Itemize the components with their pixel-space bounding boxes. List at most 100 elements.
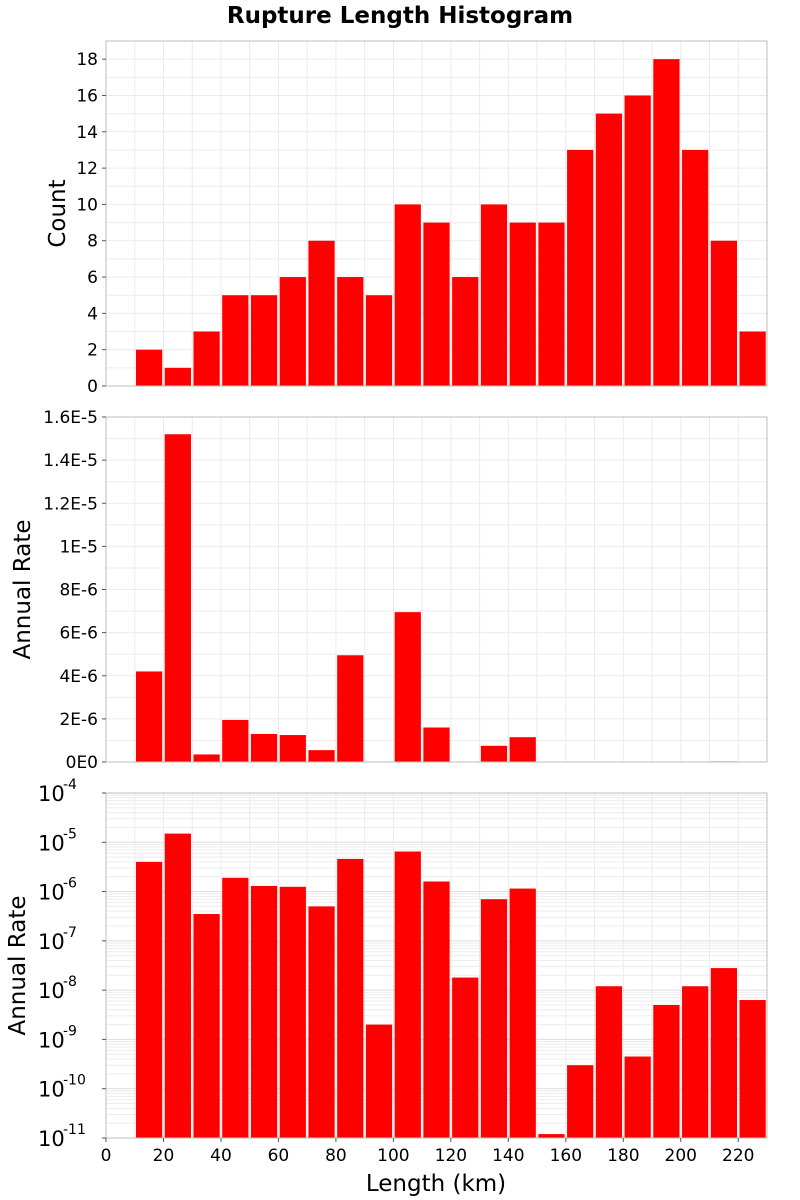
x-tick-label: 180 (607, 1146, 639, 1166)
y-tick-label: 18 (76, 50, 98, 70)
y-tick-label: 2 (87, 341, 98, 361)
histogram-bar (308, 240, 335, 386)
y-tick-base: 10 (38, 930, 65, 954)
y-tick-label: 1E-5 (59, 537, 98, 557)
histogram-bar (394, 204, 421, 386)
histogram-bar (653, 59, 680, 386)
histogram-bar (423, 222, 450, 386)
histogram-bar (222, 295, 249, 386)
y-tick-label: 16 (76, 86, 98, 106)
histogram-bar (164, 833, 191, 1138)
histogram-bar (279, 277, 306, 386)
chart-panels: 0 2 4 6 8 10 12 14 16 18 Count 0E0 2E-6 4E-6 6E-6 8E-6 1… (5, 40, 768, 1166)
y-tick-label: 10-11 (38, 1122, 86, 1151)
histogram-bar (250, 733, 278, 762)
y-tick-exponent: -7 (63, 925, 77, 941)
y-tick-label: 1.2E-5 (43, 494, 98, 514)
histogram-bar (653, 1004, 680, 1138)
y-tick-label: 8 (87, 232, 98, 252)
chart-panel-2: 0E0 2E-6 4E-6 6E-6 8E-6 1E-5 1.2E-5 1.4E-5 1.6E-… (10, 408, 768, 773)
y-tick-exponent: -8 (63, 974, 77, 990)
x-tick-label: 120 (435, 1146, 467, 1166)
y-tick-label: 0 (87, 377, 98, 397)
x-tick-label: 0 (101, 1146, 112, 1166)
plot-frame (105, 40, 768, 387)
y-tick-label: 10-7 (38, 925, 77, 954)
y-tick-base: 10 (38, 1127, 65, 1151)
chart-title: Rupture Length Histogram (227, 3, 573, 29)
histogram-bar (279, 886, 306, 1138)
histogram-bar (595, 113, 623, 386)
y-tick-label: 10 (76, 195, 98, 215)
x-tick-label: 40 (210, 1146, 232, 1166)
histogram-bar (682, 149, 709, 386)
histogram-bar (222, 719, 249, 762)
y-axis-label: Count (45, 179, 71, 247)
histogram-bar (682, 986, 709, 1138)
histogram-bar (164, 367, 191, 386)
y-tick-label: 10-5 (38, 826, 77, 855)
y-tick-label: 10-8 (38, 974, 77, 1003)
histogram-bar (480, 899, 508, 1138)
x-tick-label: 220 (722, 1146, 754, 1166)
x-tick-label: 80 (325, 1146, 347, 1166)
histogram-bar (739, 1000, 766, 1138)
x-axis-label: Length (km) (366, 1171, 506, 1197)
histogram-bar (135, 349, 163, 386)
y-tick-label: 6E-6 (59, 624, 98, 644)
histogram-bar (394, 851, 421, 1138)
y-tick-base: 10 (38, 881, 65, 905)
histogram-bar (423, 727, 450, 762)
histogram-bar (452, 277, 479, 386)
histogram-bar (509, 888, 536, 1138)
x-tick-label: 20 (153, 1146, 175, 1166)
chart-panel-1: 0 2 4 6 8 10 12 14 16 18 Count (45, 40, 768, 397)
y-tick-label: 14 (76, 123, 98, 143)
histogram-bar (480, 204, 508, 386)
y-tick-label: 2E-6 (59, 710, 98, 730)
histogram-bar (279, 735, 306, 762)
histogram-bar (710, 968, 738, 1138)
y-tick-exponent: -9 (63, 1023, 77, 1039)
x-tick-label: 100 (377, 1146, 409, 1166)
histogram-bar (135, 861, 163, 1138)
y-tick-exponent: -10 (63, 1073, 86, 1089)
histogram-bar (250, 295, 278, 386)
y-tick-base: 10 (38, 979, 65, 1003)
histogram-bar (193, 914, 220, 1138)
histogram-bar (394, 612, 421, 762)
histogram-bar (624, 1056, 651, 1138)
histogram-bar (337, 655, 364, 762)
y-tick-label: 10-9 (38, 1023, 77, 1052)
y-tick-label: 1.6E-5 (43, 408, 98, 428)
y-tick-label: 0E0 (66, 753, 98, 773)
chart-panel-3: 10-1110-1010-910-810-710-610-510-4Annual… (5, 777, 768, 1166)
histogram-bar (739, 331, 766, 386)
x-tick-label: 140 (492, 1146, 524, 1166)
y-tick-base: 10 (38, 1028, 65, 1052)
y-tick-label: 1.4E-5 (43, 451, 98, 471)
histogram-bar (624, 95, 651, 386)
histogram-bar (423, 881, 450, 1138)
y-tick-label: 6 (87, 268, 98, 288)
y-tick-label: 8E-6 (59, 581, 98, 601)
histogram-bar (193, 331, 220, 386)
y-tick-label: 12 (76, 159, 98, 179)
y-tick-base: 10 (38, 831, 65, 855)
y-tick-base: 10 (38, 1078, 65, 1102)
histogram-bar (452, 977, 479, 1138)
y-tick-label: 4 (87, 304, 98, 324)
histogram-bar (365, 1024, 393, 1138)
x-tick-label: 160 (550, 1146, 582, 1166)
histogram-bar (595, 986, 623, 1138)
histogram-bar (567, 149, 594, 386)
y-tick-exponent: -11 (63, 1122, 86, 1138)
histogram-bar (538, 222, 565, 386)
histogram-bar (509, 737, 536, 762)
y-tick-label: 4E-6 (59, 667, 98, 687)
histogram-bar (337, 277, 364, 386)
y-tick-label: 10-6 (38, 876, 77, 905)
plot-frame (105, 792, 768, 1139)
y-axis-label: Annual Rate (5, 896, 31, 1036)
